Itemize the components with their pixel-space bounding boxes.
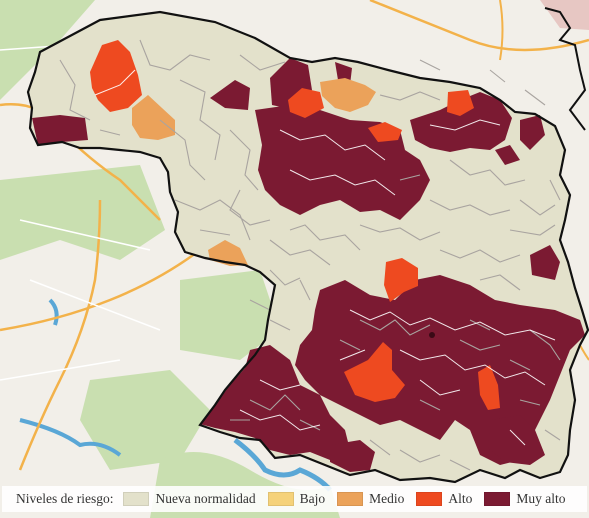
district-alto <box>447 90 474 116</box>
neighbour-outline <box>544 7 587 131</box>
district-muy-alto <box>330 440 375 472</box>
basemap-river <box>19 418 122 457</box>
province-outline <box>26 10 589 484</box>
legend-swatch <box>267 492 294 506</box>
muy-alto-areas <box>32 58 585 472</box>
district-muy-alto <box>410 92 512 152</box>
legend-label: Muy alto <box>516 491 566 506</box>
legend-title: Niveles de riesgo: <box>16 491 114 506</box>
district-alto <box>344 342 405 402</box>
legend-label: Alto <box>448 491 473 506</box>
district-muy-alto <box>200 345 350 460</box>
district-alto <box>478 365 500 410</box>
legend-item-nueva-normalidad: Nueva normalidad <box>123 491 256 507</box>
basemap-river <box>48 298 59 326</box>
district-muy-alto <box>495 145 520 165</box>
basemap-park <box>80 370 210 470</box>
basemap-road <box>0 248 201 332</box>
city-marker <box>429 332 435 338</box>
district-medio <box>320 78 376 112</box>
district-alto <box>368 122 402 142</box>
district-muy-alto <box>210 80 250 110</box>
legend-label: Medio <box>369 491 405 506</box>
district-muy-alto <box>488 415 545 465</box>
legend-item-bajo: Bajo <box>267 491 326 507</box>
district-muy-alto <box>32 115 88 145</box>
basemap-region-tint <box>540 0 589 30</box>
basemap-park <box>180 270 280 360</box>
legend-item-muy-alto: Muy alto <box>484 491 565 507</box>
district-borders-white <box>94 69 556 446</box>
legend-swatch <box>416 492 443 506</box>
district-medio <box>132 95 175 140</box>
map-legend: Niveles de riesgo: Nueva normalidad Bajo… <box>2 486 587 512</box>
alto-areas <box>90 40 500 410</box>
legend-swatch <box>123 492 150 506</box>
district-muy-alto <box>530 245 560 280</box>
basemap-road <box>18 199 102 471</box>
legend-item-alto: Alto <box>416 491 472 507</box>
basemap-road <box>499 0 504 61</box>
legend-swatch <box>337 492 364 506</box>
district-alto <box>384 258 418 302</box>
basemap-park <box>0 165 165 260</box>
basemap-road <box>369 0 589 52</box>
legend-label: Nueva normalidad <box>155 491 256 506</box>
legend-item-medio: Medio <box>337 491 404 507</box>
district-muy-alto <box>520 115 545 150</box>
district-alto <box>90 40 142 112</box>
basemap-river <box>233 438 332 492</box>
legend-swatch <box>484 492 511 506</box>
legend-label: Bajo <box>299 491 326 506</box>
district-alto <box>288 88 324 118</box>
municipal-borders <box>59 39 561 471</box>
